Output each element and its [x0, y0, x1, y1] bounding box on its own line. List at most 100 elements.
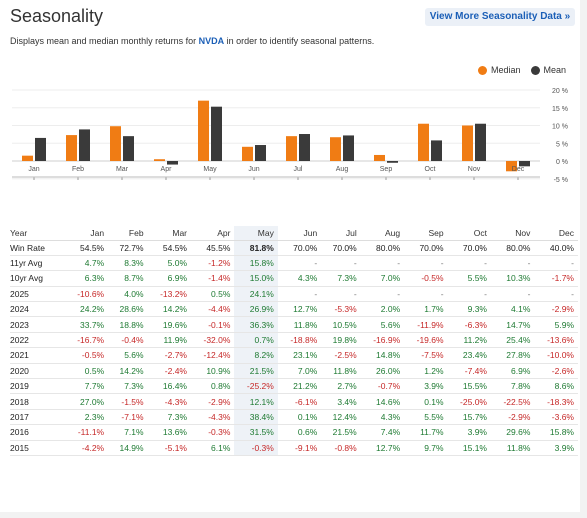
table-cell: 24.2% [64, 301, 109, 318]
row-label: 2022 [10, 332, 65, 349]
median-bar [242, 146, 253, 161]
row-label: 2023 [10, 316, 65, 333]
table-cell: 11.8% [277, 316, 322, 333]
column-header-dec: Dec [534, 226, 578, 241]
table-cell: -5.3% [321, 301, 361, 318]
table-cell: 5.9% [534, 316, 578, 333]
table-cell: 38.4% [234, 409, 278, 426]
table-cell: 54.5% [64, 240, 109, 256]
table-cell: -6.1% [277, 393, 322, 410]
row-label: 2015 [10, 440, 65, 456]
table-cell: 45.5% [191, 240, 235, 256]
table-cell: 26.0% [360, 363, 405, 380]
table-cell: -11.1% [64, 424, 109, 441]
table-cell: 5.6% [360, 316, 405, 333]
table-cell: 10.5% [321, 316, 361, 333]
table-cell: 26.9% [234, 301, 278, 318]
legend-mean[interactable]: Mean [530, 65, 567, 75]
row-label: 2024 [10, 301, 65, 318]
table-cell: 31.5% [234, 424, 278, 441]
x-tick-label: Aug [336, 166, 349, 173]
column-header-aug: Aug [360, 226, 405, 241]
table-cell: -0.8% [321, 440, 361, 456]
column-header-sep: Sep [404, 226, 448, 241]
seasonality-table: Year Jan Feb Mar Apr May Jun Jul Aug Sep Oct Nov Dec… [10, 226, 578, 456]
table-cell: 5.5% [404, 409, 448, 426]
table-row: 2020 0.5% 14.2% -2.4% 10.9% 21.5% 7.0% 11.8% 26.… [10, 363, 578, 380]
table-cell: 70.0% [447, 240, 491, 256]
table-cell: -2.7% [147, 347, 191, 364]
mean-bar [299, 134, 310, 161]
table-cell: 0.5% [191, 286, 235, 303]
row-label: Win Rate [10, 240, 65, 256]
table-cell: - [534, 255, 578, 272]
table-cell: 5.5% [447, 270, 491, 287]
table-cell: 6.9% [490, 363, 535, 380]
table-cell: 80.0% [360, 240, 405, 256]
table-row: 10yr Avg 6.3% 8.7% 6.9% -1.4% 15.0% 4.3% 7.3% 7.… [10, 270, 578, 287]
table-cell: 72.7% [108, 240, 148, 256]
row-label: 2019 [10, 378, 65, 395]
table-cell: 0.1% [277, 409, 322, 426]
table-row: 2019 7.7% 7.3% 16.4% 0.8% -25.2% 21.2% 2.7% -0.7… [10, 378, 578, 395]
row-label: 2020 [10, 363, 65, 380]
table-cell: 36.3% [234, 316, 278, 333]
column-header-year: Year [10, 226, 65, 241]
table-cell: -3.6% [534, 409, 578, 426]
table-cell: 7.4% [360, 424, 405, 441]
table-cell: 1.7% [404, 301, 448, 318]
y-tick-label: 5 % [556, 141, 568, 148]
ticker-link[interactable]: NVDA [198, 36, 225, 46]
table-cell: -0.4% [108, 332, 148, 349]
subtitle-post: in order to identify seasonal patterns. [224, 36, 375, 46]
row-label: 2021 [10, 347, 65, 364]
view-more-seasonality-button[interactable]: View More Seasonality Data » [425, 8, 575, 26]
table-cell: 2.7% [321, 378, 361, 395]
table-cell: -1.7% [534, 270, 578, 287]
legend-median[interactable]: Median [478, 65, 521, 75]
table-cell: -0.5% [64, 347, 109, 364]
legend-mean-label: Mean [543, 65, 567, 75]
table-cell: 14.2% [147, 301, 191, 318]
table-cell: - [404, 255, 448, 272]
table-cell: -0.1% [191, 316, 235, 333]
table-cell: -2.9% [191, 393, 235, 410]
table-row: 2021 -0.5% 5.6% -2.7% -12.4% 8.2% 23.1% -2.5% 14… [10, 347, 578, 364]
table-cell: - [534, 286, 578, 303]
table-cell: -13.6% [534, 332, 578, 349]
table-row: 2017 2.3% -7.1% 7.3% -4.3% 38.4% 0.1% 12.4% 4.3%… [10, 409, 578, 426]
table-cell: 8.2% [234, 347, 278, 364]
table-cell: - [404, 286, 448, 303]
page-title: Seasonality [10, 6, 104, 26]
mean-bar [35, 137, 46, 161]
mean-bar [519, 161, 530, 167]
x-tick-label: Sep [380, 166, 393, 173]
table-cell: 12.7% [277, 301, 322, 318]
table-cell: 15.8% [534, 424, 578, 441]
table-cell: -2.5% [321, 347, 361, 364]
table-cell: 8.7% [108, 270, 148, 287]
row-label: 2017 [10, 409, 65, 426]
table-row: 11yr Avg 4.7% 8.3% 5.0% -1.2% 15.8% - - - - - - - [10, 255, 578, 272]
column-header-jan: Jan [64, 226, 109, 241]
table-cell: 4.0% [108, 286, 148, 303]
table-cell: 11.8% [490, 440, 535, 456]
table-row: Win Rate 54.5% 72.7% 54.5% 45.5% 81.8% 70.0% 70… [10, 240, 578, 256]
table-row: 2025 -10.6% 4.0% -13.2% 0.5% 24.1% - - - - - - - [10, 286, 578, 303]
column-header-jun: Jun [277, 226, 322, 241]
table-cell: 3.9% [534, 440, 578, 456]
table-cell: -18.3% [534, 393, 578, 410]
table-cell: -5.1% [147, 440, 191, 456]
median-bar [506, 161, 517, 172]
table-cell: -7.4% [447, 363, 491, 380]
table-cell: 0.1% [404, 393, 448, 410]
table-cell: -0.3% [191, 424, 235, 441]
table-cell: 21.5% [321, 424, 361, 441]
table-cell: 0.8% [191, 378, 235, 395]
mean-bar [123, 136, 134, 161]
table-cell: -7.1% [108, 409, 148, 426]
mean-bar [79, 129, 90, 161]
subtitle: Displays mean and median monthly returns… [10, 36, 374, 46]
table-cell: -22.5% [490, 393, 535, 410]
table-header-row: Year Jan Feb Mar Apr May Jun Jul Aug Sep Oct Nov Dec [10, 226, 578, 241]
